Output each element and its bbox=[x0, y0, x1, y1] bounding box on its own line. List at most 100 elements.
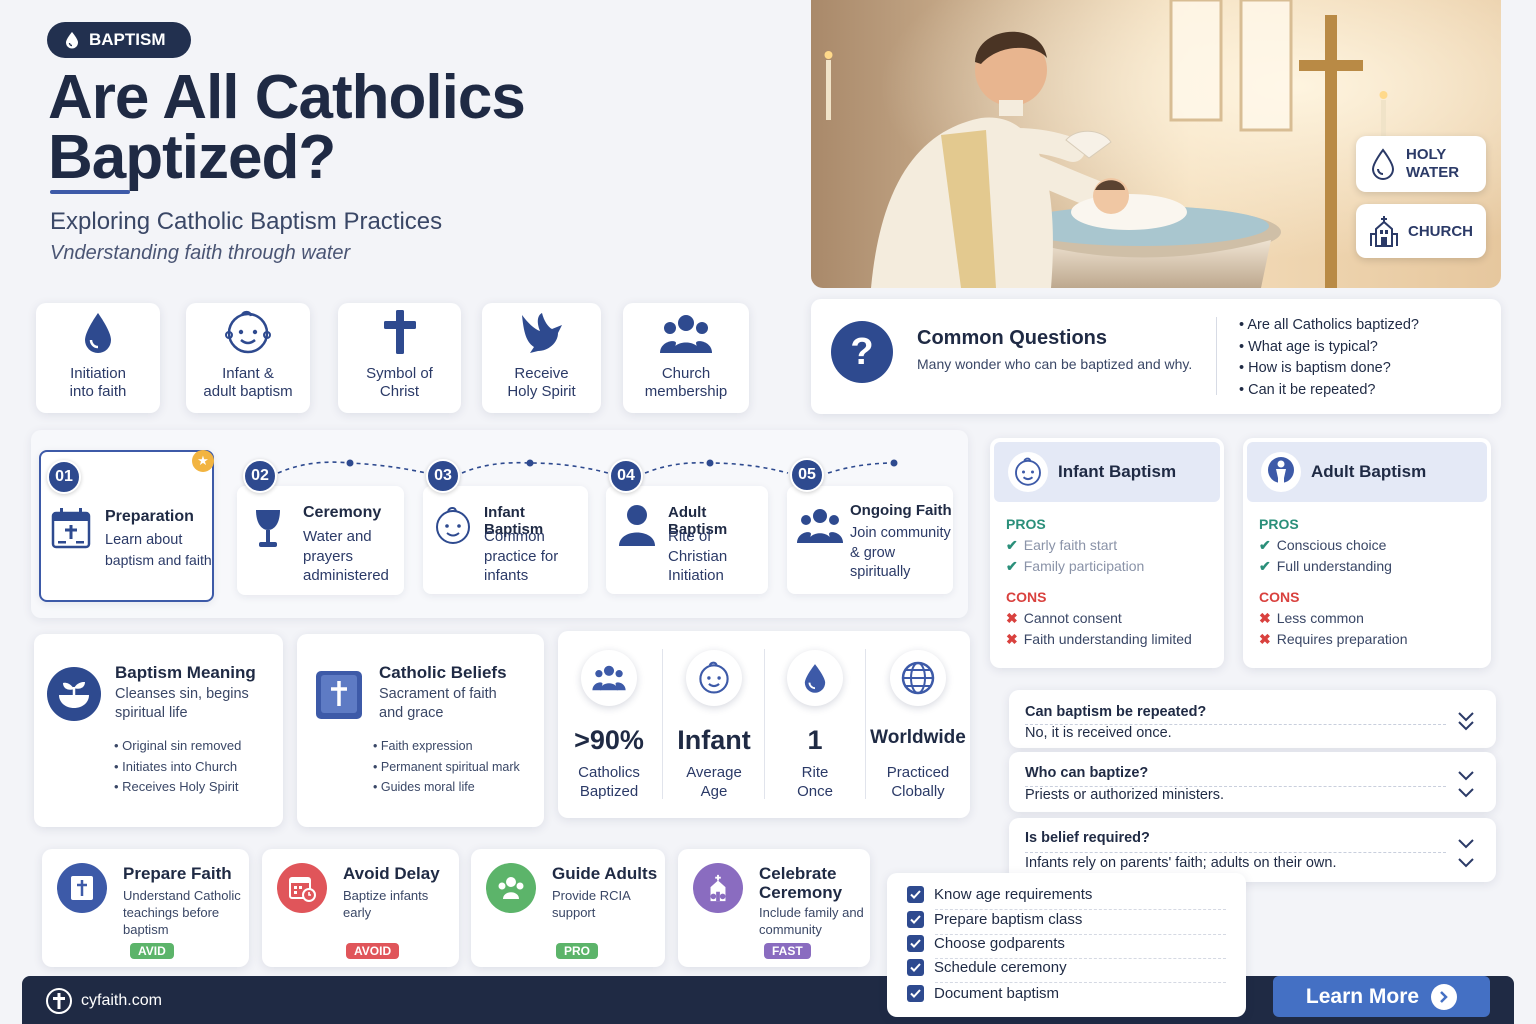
stat-baptized: >90% Catholics Baptized bbox=[559, 631, 659, 818]
list-item: • Are all Catholics baptized? bbox=[1239, 317, 1419, 333]
step-number: 05 bbox=[790, 458, 824, 492]
stat-value: Infant bbox=[677, 725, 751, 755]
stat-value: 1 bbox=[807, 725, 823, 755]
faq-item[interactable]: Is belief required? Infants rely on pare… bbox=[1009, 818, 1496, 882]
water-drop-icon bbox=[787, 650, 843, 706]
list-item: • Receives Holy Spirit bbox=[114, 779, 239, 794]
step-number: 04 bbox=[609, 459, 643, 493]
people-icon bbox=[486, 863, 536, 913]
site-link[interactable]: cyfaith.com bbox=[46, 988, 162, 1014]
checkbox-checked-icon[interactable] bbox=[907, 985, 924, 1002]
step-number: 02 bbox=[243, 459, 277, 493]
arrow-right-icon bbox=[1431, 983, 1458, 1010]
person-icon bbox=[618, 504, 656, 546]
question-mark-icon: ? bbox=[831, 321, 893, 383]
chalice-icon bbox=[254, 508, 282, 550]
action-guide-adults[interactable]: Guide Adults Provide RCIA support PRO bbox=[471, 849, 665, 967]
faq-question: Can baptism be repeated? bbox=[1025, 704, 1207, 720]
faq-question: Is belief required? bbox=[1025, 830, 1150, 846]
baptism-checklist: Know age requirements Prepare baptism cl… bbox=[887, 873, 1246, 1017]
x-icon: ✖ bbox=[1259, 631, 1271, 647]
badge-label: BAPTISM bbox=[89, 30, 166, 49]
globe-icon bbox=[890, 650, 946, 706]
feature-holy-spirit: Receive Holy Spirit bbox=[482, 303, 601, 413]
timeline-step-adult[interactable]: Adult Baptism Rite of Christian Initiati… bbox=[606, 486, 768, 594]
water-drop-icon bbox=[65, 31, 79, 49]
holy-water-tag: HOLY WATER bbox=[1356, 136, 1486, 192]
timeline-step-infant[interactable]: Infant Baptism Common practice for infan… bbox=[423, 486, 588, 594]
status-badge: PRO bbox=[556, 943, 599, 959]
person-icon bbox=[1261, 452, 1301, 492]
list-item: ✔ Family participation bbox=[1006, 556, 1144, 577]
checkbox-checked-icon[interactable] bbox=[907, 911, 924, 928]
category-badge: BAPTISM bbox=[47, 22, 191, 58]
timeline-step-ongoing[interactable]: Ongoing Faith Join community & grow spir… bbox=[787, 486, 953, 594]
stat-value: Worldwide bbox=[870, 727, 966, 748]
status-badge: FAST bbox=[764, 943, 811, 959]
chevron-down-icon[interactable] bbox=[1457, 710, 1475, 732]
list-item: ✖ Less common bbox=[1259, 608, 1407, 629]
status-badge: AVOID bbox=[346, 943, 400, 959]
feature-initiation: Initiation into faith bbox=[36, 303, 160, 413]
action-avoid-delay[interactable]: Avoid Delay Baptize infants early AVOID bbox=[262, 849, 459, 967]
x-icon: ✖ bbox=[1006, 631, 1018, 647]
stat-worldwide: Worldwide Practiced Clobally bbox=[866, 631, 970, 818]
faq-item[interactable]: Can baptism be repeated? No, it is recei… bbox=[1009, 690, 1496, 748]
water-drop-icon bbox=[1370, 148, 1396, 180]
checklist-item[interactable]: Schedule ceremony bbox=[907, 959, 1067, 976]
cross-icon bbox=[382, 309, 418, 355]
calendar-clock-icon bbox=[277, 863, 327, 913]
baby-face-icon bbox=[1008, 452, 1048, 492]
faq-item[interactable]: Who can baptize? Priests or authorized m… bbox=[1009, 752, 1496, 812]
church-icon bbox=[1370, 215, 1398, 247]
page-title: Are All Catholics Baptized? bbox=[48, 63, 526, 192]
step-number: 03 bbox=[426, 459, 460, 493]
action-prepare-faith[interactable]: Prepare Faith Understand Catholic teachi… bbox=[42, 849, 249, 967]
church-icon bbox=[693, 863, 743, 913]
common-questions-card: ? Common Questions Many wonder who can b… bbox=[811, 299, 1501, 414]
checklist-item[interactable]: Choose godparents bbox=[907, 935, 1065, 952]
faq-answer: Infants rely on parents' faith; adults o… bbox=[1025, 855, 1337, 871]
x-icon: ✖ bbox=[1006, 610, 1018, 626]
checkbox-checked-icon[interactable] bbox=[907, 959, 924, 976]
timeline-step-ceremony[interactable]: Ceremony Water and prayers administered bbox=[237, 486, 404, 595]
adult-baptism-card: Adult Baptism PROS ✔ Conscious choice ✔ Fu… bbox=[1243, 438, 1491, 668]
card-title: Infant Baptism bbox=[1058, 462, 1177, 481]
feature-church-membership: Church membership bbox=[623, 303, 749, 413]
faq-question: Who can baptize? bbox=[1025, 765, 1149, 781]
card-title: Adult Baptism bbox=[1311, 462, 1427, 481]
stats-panel: >90% Catholics Baptized Infant Average Age… bbox=[558, 631, 970, 818]
baby-face-icon bbox=[224, 309, 272, 355]
calendar-icon bbox=[51, 507, 91, 549]
checkbox-checked-icon[interactable] bbox=[907, 935, 924, 952]
chevron-down-icon[interactable] bbox=[1457, 837, 1475, 871]
checklist-item[interactable]: Document baptism bbox=[907, 985, 1059, 1002]
faq-answer: Priests or authorized ministers. bbox=[1025, 787, 1225, 803]
page-tagline: Vnderstanding faith through water bbox=[50, 242, 351, 264]
checklist-item[interactable]: Know age requirements bbox=[907, 886, 1092, 903]
bible-icon bbox=[57, 863, 107, 913]
x-icon: ✖ bbox=[1259, 610, 1271, 626]
dove-icon bbox=[518, 311, 566, 355]
step-number: 01 bbox=[47, 460, 81, 494]
list-item: • Permanent spiritual mark bbox=[373, 759, 520, 774]
list-item: • Initiates into Church bbox=[114, 758, 238, 774]
chevron-down-icon[interactable] bbox=[1457, 769, 1475, 799]
stat-age: Infant Average Age bbox=[664, 631, 764, 818]
checkbox-checked-icon[interactable] bbox=[907, 886, 924, 903]
list-item: ✖ Requires preparation bbox=[1259, 629, 1407, 650]
check-icon: ✔ bbox=[1006, 558, 1018, 574]
learn-more-button[interactable]: Learn More bbox=[1273, 976, 1490, 1017]
action-celebrate-ceremony[interactable]: Celebrate Ceremony Include family and co… bbox=[678, 849, 870, 967]
checklist-item[interactable]: Prepare baptism class bbox=[907, 911, 1082, 928]
list-item: ✔ Full understanding bbox=[1259, 556, 1392, 577]
list-item: ✔ Conscious choice bbox=[1259, 535, 1392, 556]
feature-infant-adult: Infant & adult baptism bbox=[186, 303, 310, 413]
people-icon bbox=[660, 313, 712, 355]
page-subtitle: Exploring Catholic Baptism Practices bbox=[50, 208, 443, 235]
water-drop-icon bbox=[82, 311, 114, 355]
status-badge: AVID bbox=[130, 943, 174, 959]
baby-face-icon bbox=[686, 650, 742, 706]
footer-bar bbox=[22, 976, 1514, 1024]
check-icon: ✔ bbox=[1259, 558, 1271, 574]
